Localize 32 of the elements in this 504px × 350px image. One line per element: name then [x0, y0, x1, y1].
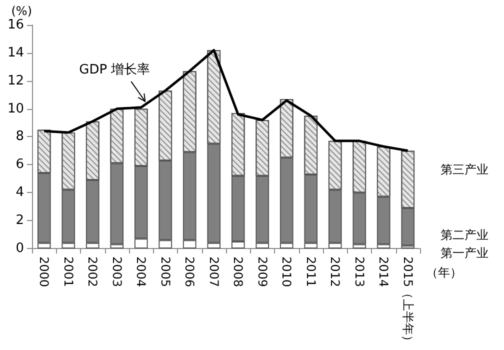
x-tick-label: 2015（上半年）	[400, 256, 415, 348]
y-tick-label: 8	[16, 129, 24, 144]
y-tick-label: 2	[16, 213, 24, 228]
x-tick-label: 2008	[231, 256, 246, 288]
line-series	[42, 48, 410, 152]
x-tick-label: 2011	[304, 256, 318, 288]
x-tick-label: 2012	[328, 256, 342, 288]
x-tick-label: 2007	[206, 256, 221, 288]
x-tick-label: 2005	[158, 256, 172, 288]
y-tick-label: 16	[7, 18, 24, 32]
x-axis-title: （年）	[426, 265, 462, 280]
text: 第二产业	[440, 228, 489, 242]
x-tick-label: 2001	[61, 256, 76, 288]
y-tick-label: 0	[16, 240, 24, 256]
y-tick-label: 6	[16, 157, 24, 172]
text: 第三产业	[440, 162, 489, 176]
y-tick-label: 14	[7, 45, 24, 60]
x-tick-label: 2013	[352, 256, 366, 288]
x-tick-label: 2003	[110, 256, 124, 288]
y-tick-label: 10	[7, 101, 24, 116]
x-tick-label: 2010	[280, 256, 294, 288]
series-label: GDP 增长率	[79, 61, 150, 78]
x-tick-label: 2002	[86, 256, 100, 288]
y-tick-label: 4	[16, 185, 24, 200]
x-tick-label: 2004	[134, 256, 148, 288]
y-axis-title: (%)	[11, 4, 32, 18]
y-tick-label: 12	[7, 73, 24, 88]
x-tick-label: 2000	[37, 256, 52, 288]
x-tick-label: 2009	[255, 256, 270, 288]
x-tick-label: 2006	[182, 256, 197, 288]
text: 第一产业	[440, 246, 489, 260]
x-tick-label: 2014	[376, 256, 391, 288]
